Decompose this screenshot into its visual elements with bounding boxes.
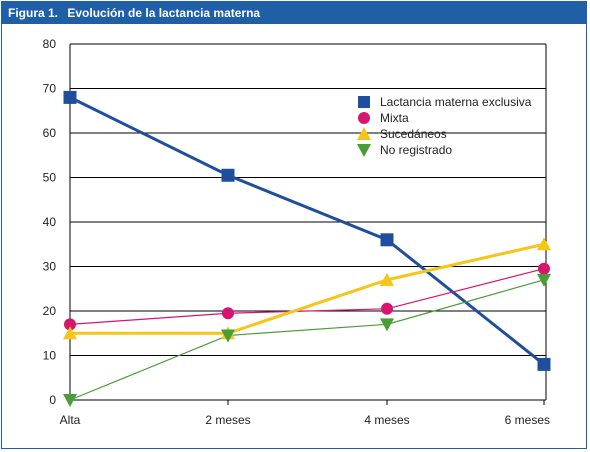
- y-tick-label: 20: [43, 304, 57, 318]
- data-point-triangle-down: [380, 318, 394, 332]
- series-line-triangle-up: [70, 242, 545, 335]
- y-tick-label: 60: [43, 126, 57, 140]
- figure-header: Figura 1. Evolución de la lactancia mate…: [2, 2, 586, 24]
- data-point-triangle-down: [537, 273, 551, 287]
- legend-label: No registrado: [380, 143, 452, 157]
- data-point-circle: [64, 318, 76, 331]
- legend-label: Mixta: [380, 111, 409, 125]
- figure-title: Evolución de la lactancia materna: [67, 6, 261, 20]
- y-tick-label: 70: [43, 82, 57, 96]
- y-tick-label: 30: [43, 260, 57, 274]
- series-line-square: [69, 96, 545, 366]
- legend-marker-triangle-up: [357, 127, 371, 140]
- y-tick-label: 50: [43, 171, 57, 185]
- data-point-circle: [381, 302, 393, 315]
- x-tick-label: 2 meses: [205, 413, 250, 427]
- y-tick-label: 40: [43, 215, 57, 229]
- data-point-triangle-up: [537, 237, 551, 251]
- x-tick-label: 6 meses: [505, 413, 550, 427]
- data-point-triangle-up: [63, 326, 77, 340]
- legend-label: Sucedáneos: [380, 127, 447, 141]
- y-tick-label: 80: [43, 37, 57, 51]
- data-point-circle: [222, 307, 234, 320]
- legend-marker-triangle-down: [357, 144, 371, 157]
- x-tick-label: Alta: [60, 413, 81, 427]
- data-point-square: [380, 233, 394, 247]
- data-point-triangle-down: [221, 329, 235, 343]
- legend-label: Lactancia materna exclusiva: [380, 95, 532, 109]
- data-point-triangle-up: [380, 272, 394, 286]
- data-point-square: [221, 168, 235, 182]
- data-point-square: [537, 357, 551, 371]
- x-tick-label: 4 meses: [364, 413, 409, 427]
- data-point-circle: [538, 262, 550, 275]
- data-point-triangle-down: [63, 394, 77, 407]
- y-tick-label: 10: [43, 349, 57, 363]
- y-tick-label: 0: [49, 393, 56, 407]
- data-point-square: [63, 90, 77, 104]
- figure-label: Figura 1.: [8, 6, 59, 20]
- series-line-circle: [69, 268, 545, 325]
- series-line-triangle-down: [69, 279, 545, 401]
- legend-marker-square: [358, 96, 370, 108]
- legend-marker-circle: [358, 112, 370, 124]
